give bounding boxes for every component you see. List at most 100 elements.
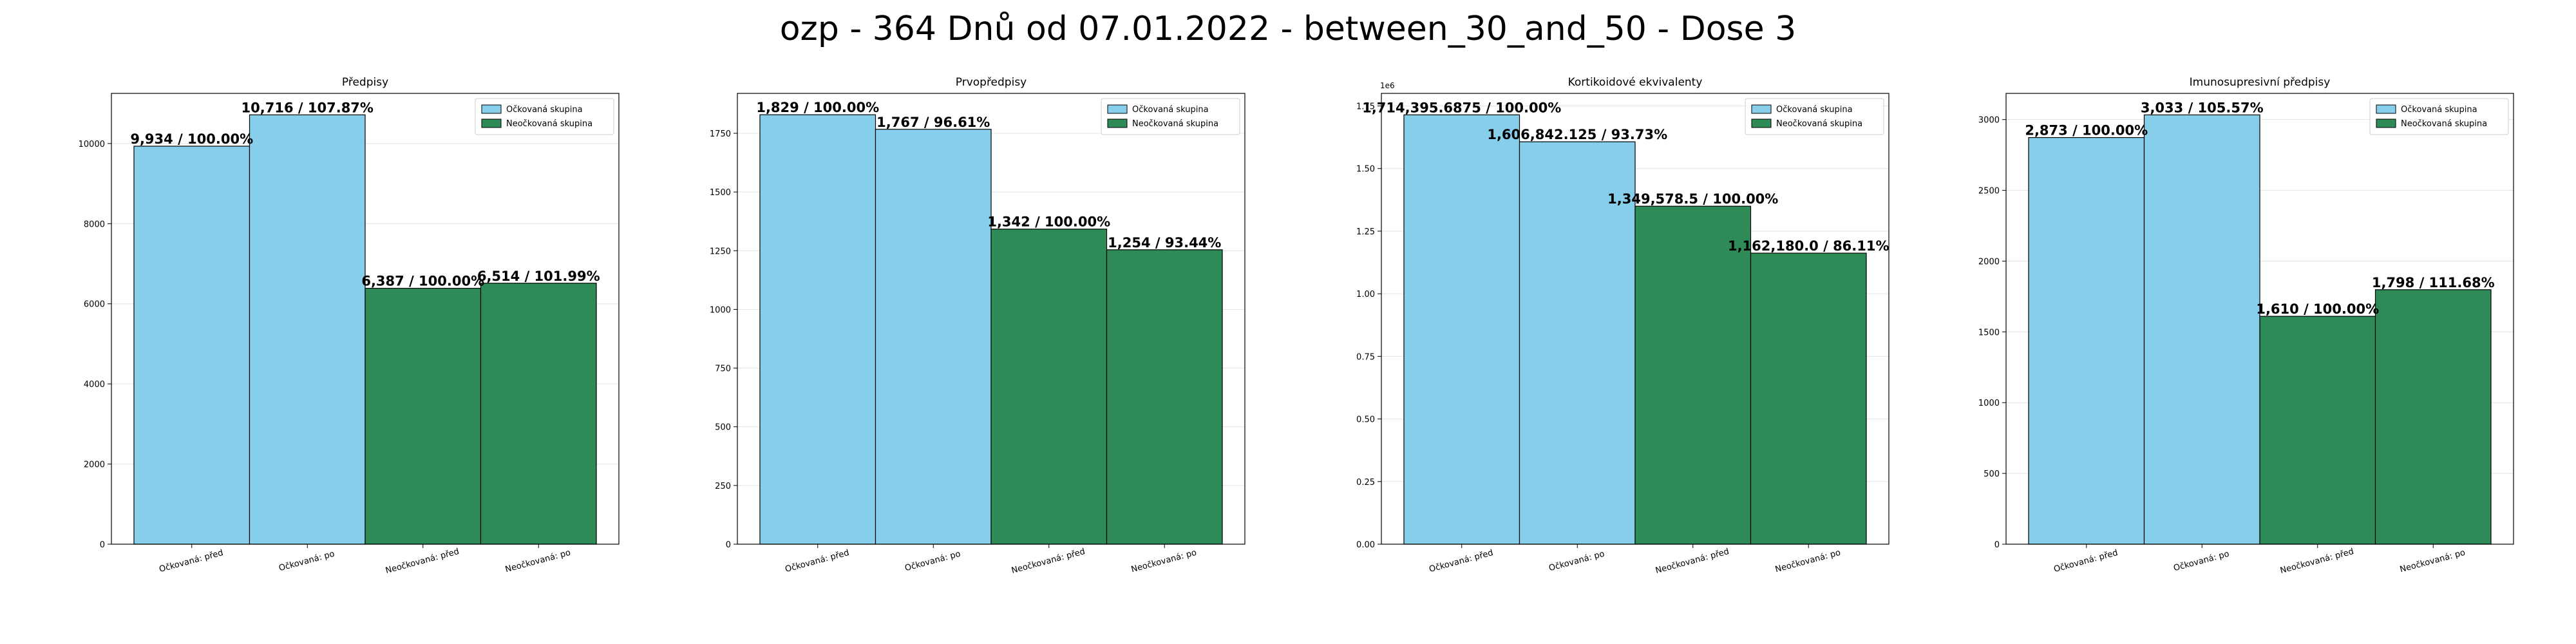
data-label: 1,606,842.125 / 93.73% — [1487, 127, 1667, 142]
bar — [480, 283, 597, 545]
axes-frame — [737, 93, 1245, 545]
y-tick-label: 1500 — [1978, 328, 2000, 337]
data-label: 2,873 / 100.00% — [2025, 123, 2148, 138]
legend-swatch — [1751, 104, 1772, 114]
legend-swatch — [1107, 118, 1128, 128]
y-tick-label: 1.25 — [1356, 227, 1375, 237]
x-tick-label: Očkovaná: po — [1548, 549, 1605, 574]
data-label: 1,798 / 111.68% — [2372, 275, 2495, 290]
x-tick-label: Neočkovaná: po — [1774, 548, 1842, 575]
y-tick-label: 1500 — [710, 188, 731, 198]
chart-panel-3: 1,714,395.6875 / 100.00% 1,606,842.125 / … — [1356, 76, 1889, 576]
legend-swatch — [481, 118, 502, 128]
legend-swatch — [1751, 118, 1772, 128]
y-tick-label: 1000 — [710, 305, 731, 315]
legend-box — [1101, 98, 1240, 135]
x-tick-label: Očkovaná: po — [278, 549, 336, 574]
data-label: 1,767 / 96.61% — [876, 115, 990, 130]
data-label: 10,716 / 107.87% — [242, 100, 374, 115]
legend-label: Očkovaná skupina — [506, 105, 583, 115]
legend-box — [2369, 98, 2509, 135]
y-tick-label: 6000 — [84, 300, 105, 310]
x-tick-label: Neočkovaná: před — [1654, 547, 1730, 576]
y-tick-label: 0 — [1994, 540, 2000, 550]
figure-title: ozp - 364 Dnů od 07.01.2022 - between_30… — [779, 10, 1797, 48]
y-tick-label: 2500 — [1978, 187, 2000, 196]
x-tick-label: Očkovaná: před — [1428, 548, 1494, 574]
data-label: 9,934 / 100.00% — [130, 131, 253, 147]
y-tick-label: 1750 — [710, 129, 731, 139]
x-tick-label: Neočkovaná: po — [504, 548, 572, 575]
data-label: 6,387 / 100.00% — [361, 274, 484, 289]
y-tick-label: 1.50 — [1356, 165, 1375, 175]
y-tick-label: 3000 — [1978, 116, 2000, 126]
data-label: 1,254 / 93.44% — [1108, 235, 1221, 251]
legend-swatch — [1107, 104, 1128, 114]
y-tick-label: 1000 — [1978, 399, 2000, 408]
axes-frame — [2005, 93, 2514, 545]
bar — [249, 114, 366, 545]
bar — [2143, 114, 2260, 545]
legend-label: Očkovaná skupina — [2401, 105, 2477, 115]
y-tick-label: 0.50 — [1356, 415, 1375, 425]
bar — [990, 229, 1108, 545]
y-tick-label: 500 — [715, 423, 731, 433]
y-tick-label: 250 — [715, 482, 731, 491]
x-tick-label: Neočkovaná: po — [1130, 548, 1198, 575]
legend-swatch — [2376, 104, 2396, 114]
chart-title: Kortikoidové ekvivalenty — [1568, 76, 1703, 89]
chart-title: Předpisy — [342, 76, 388, 89]
legend-box — [475, 98, 614, 135]
chart-panel-4: 2,873 / 100.00% 3,033 / 105.57% 1,610 / 10… — [1978, 76, 2514, 576]
y-tick-label: 0.25 — [1356, 478, 1375, 488]
data-label: 6,514 / 101.99% — [477, 269, 600, 284]
bar — [1750, 252, 1867, 545]
x-tick-label: Neočkovaná: po — [2399, 548, 2467, 575]
bar — [2259, 316, 2376, 545]
x-tick-label: Neočkovaná: před — [384, 547, 460, 576]
data-label: 1,610 / 100.00% — [2256, 301, 2379, 317]
bar — [759, 114, 876, 545]
bar — [1403, 114, 1520, 545]
y-tick-label: 1250 — [710, 247, 731, 256]
legend-swatch — [481, 104, 502, 114]
data-label: 1,162,180.0 / 86.11% — [1728, 238, 1889, 254]
data-label: 1,349,578.5 / 100.00% — [1607, 191, 1778, 207]
y-tick-label: 0.00 — [1356, 540, 1375, 550]
y-offset-label: 1e6 — [1380, 81, 1395, 90]
bar — [1106, 249, 1223, 545]
bar — [133, 146, 251, 545]
legend-box — [1745, 98, 1884, 135]
x-tick-label: Očkovaná: před — [158, 548, 224, 574]
legend-label: Neočkovaná skupina — [506, 119, 592, 129]
bar — [2028, 137, 2145, 545]
legend-label: Neočkovaná skupina — [1776, 119, 1862, 129]
legend-label: Očkovaná skupina — [1776, 105, 1853, 115]
x-tick-label: Neočkovaná: před — [2279, 547, 2355, 576]
bar — [2374, 289, 2492, 545]
y-tick-label: 2000 — [1978, 257, 2000, 267]
y-tick-label: 0 — [100, 540, 105, 550]
bar — [875, 129, 992, 545]
y-tick-label: 2000 — [84, 460, 105, 470]
legend-label: Neočkovaná skupina — [2401, 119, 2487, 129]
x-tick-label: Očkovaná: po — [904, 549, 961, 574]
bar — [1519, 141, 1636, 545]
y-tick-label: 1.75 — [1356, 102, 1375, 111]
data-label: 1,829 / 100.00% — [756, 100, 879, 115]
x-tick-label: Očkovaná: po — [2172, 549, 2230, 574]
y-tick-label: 750 — [715, 365, 731, 374]
y-tick-label: 0 — [726, 540, 731, 550]
x-tick-label: Očkovaná: před — [784, 548, 850, 574]
bar — [365, 288, 482, 545]
data-label: 3,033 / 105.57% — [2141, 100, 2264, 115]
legend-label: Neočkovaná skupina — [1132, 119, 1218, 129]
y-tick-label: 500 — [1984, 469, 2000, 479]
data-label: 1,342 / 100.00% — [987, 214, 1110, 230]
axes-frame — [111, 93, 620, 545]
data-label: 1,714,395.6875 / 100.00% — [1362, 100, 1561, 115]
x-tick-label: Neočkovaná: před — [1010, 547, 1086, 576]
chart-title: Imunosupresivní předpisy — [2190, 76, 2331, 89]
y-tick-label: 10000 — [79, 140, 105, 149]
